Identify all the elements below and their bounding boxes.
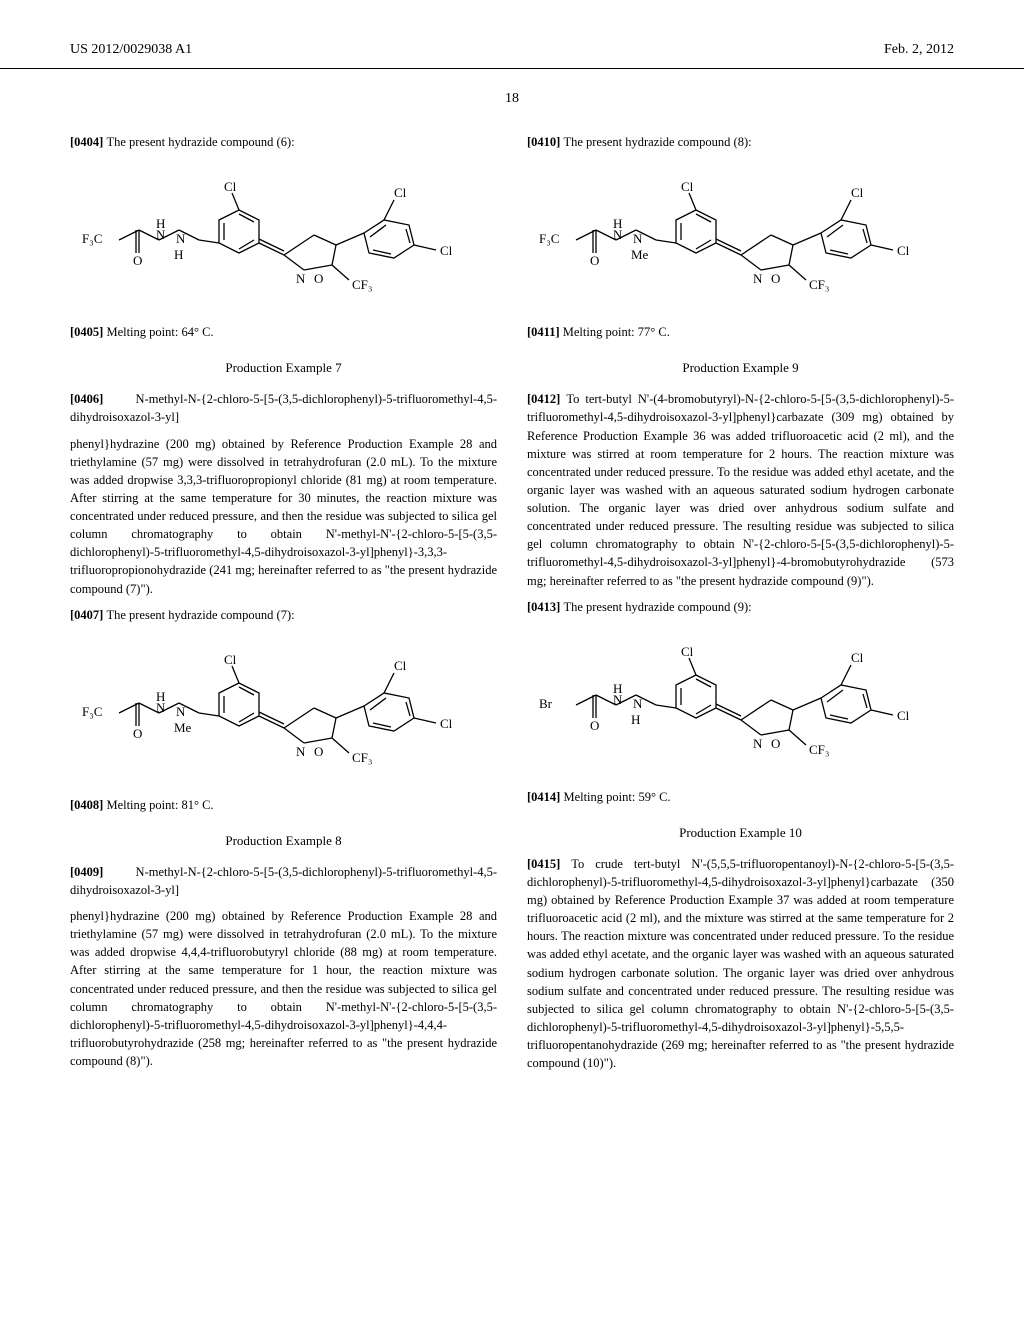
svg-text:Cl: Cl — [897, 708, 910, 723]
svg-text:Cl: Cl — [394, 185, 407, 200]
para-0412: [0412] To tert-butyl N'-(4-bromobutyryl)… — [527, 390, 954, 589]
heading-ex7: Production Example 7 — [70, 359, 497, 378]
svg-text:Cl: Cl — [681, 179, 694, 194]
svg-text:N: N — [296, 271, 306, 286]
para-0404: [0404] The present hydrazide compound (6… — [70, 133, 497, 151]
para-0406b: phenyl}hydrazine (200 mg) obtained by Re… — [70, 435, 497, 598]
svg-text:N: N — [176, 704, 186, 719]
right-column: [0410] The present hydrazide compound (8… — [527, 133, 954, 1080]
svg-text:O: O — [314, 271, 323, 286]
svg-text:H: H — [631, 712, 640, 727]
svg-text:Me: Me — [174, 720, 192, 735]
svg-text:N: N — [753, 271, 763, 286]
svg-text:F₃C: F₃C — [82, 704, 102, 719]
para-0411: [0411] Melting point: 77° C. — [527, 323, 954, 341]
svg-text:N: N — [613, 692, 623, 707]
svg-text:Br: Br — [539, 696, 553, 711]
para-0409: [0409] N-methyl-N-{2-chloro-5-[5-(3,5-di… — [70, 863, 497, 899]
svg-text:O: O — [590, 718, 599, 733]
svg-text:Cl: Cl — [440, 716, 453, 731]
para-0407: [0407] The present hydrazide compound (7… — [70, 606, 497, 624]
svg-text:H: H — [174, 247, 183, 262]
para-0405: [0405] Melting point: 64° C. — [70, 323, 497, 341]
para-0406: [0406] N-methyl-N-{2-chloro-5-[5-(3,5-di… — [70, 390, 497, 426]
svg-text:F₃C: F₃C — [539, 231, 559, 246]
heading-ex10: Production Example 10 — [527, 824, 954, 843]
svg-text:O: O — [771, 271, 780, 286]
svg-text:Cl: Cl — [440, 243, 453, 258]
para-0410: [0410] The present hydrazide compound (8… — [527, 133, 954, 151]
chem-structure-9: Br O H N N H Cl N O CF₃ Cl Cl — [527, 630, 954, 770]
svg-text:N: N — [633, 696, 643, 711]
svg-text:Cl: Cl — [224, 652, 237, 667]
svg-text:Cl: Cl — [681, 644, 694, 659]
svg-text:N: N — [156, 700, 166, 715]
svg-text:Cl: Cl — [851, 650, 864, 665]
svg-text:Cl: Cl — [224, 179, 237, 194]
svg-text:O: O — [133, 726, 142, 741]
chem-structure-6: F₃C O H N N H Cl N O CF₃ Cl Cl — [70, 165, 497, 305]
doc-date: Feb. 2, 2012 — [884, 40, 954, 60]
svg-text:N: N — [753, 736, 763, 751]
svg-text:O: O — [590, 253, 599, 268]
svg-text:N: N — [633, 231, 643, 246]
page-header: US 2012/0029038 A1 Feb. 2, 2012 — [0, 0, 1024, 69]
svg-text:F₃C: F₃C — [82, 231, 102, 246]
svg-text:N: N — [613, 227, 623, 242]
page-number: 18 — [0, 69, 1024, 134]
svg-text:N: N — [156, 227, 166, 242]
svg-text:Cl: Cl — [851, 185, 864, 200]
heading-ex9: Production Example 9 — [527, 359, 954, 378]
content-area: [0404] The present hydrazide compound (6… — [0, 133, 1024, 1080]
svg-text:O: O — [133, 253, 142, 268]
doc-id: US 2012/0029038 A1 — [70, 40, 192, 60]
chem-structure-8: F₃C O H N N Me Cl N O CF₃ Cl Cl — [527, 165, 954, 305]
svg-text:N: N — [176, 231, 186, 246]
chem-structure-7: F₃C O H N N Me Cl N O CF₃ Cl Cl — [70, 638, 497, 778]
svg-text:O: O — [771, 736, 780, 751]
svg-text:Cl: Cl — [897, 243, 910, 258]
para-0414: [0414] Melting point: 59° C. — [527, 788, 954, 806]
para-0415: [0415] To crude tert-butyl N'-(5,5,5-tri… — [527, 855, 954, 1073]
svg-text:O: O — [314, 744, 323, 759]
svg-text:CF₃: CF₃ — [352, 750, 372, 765]
svg-text:CF₃: CF₃ — [352, 277, 372, 292]
heading-ex8: Production Example 8 — [70, 832, 497, 851]
para-0409b: phenyl}hydrazine (200 mg) obtained by Re… — [70, 907, 497, 1070]
svg-text:CF₃: CF₃ — [809, 277, 829, 292]
svg-text:Cl: Cl — [394, 658, 407, 673]
svg-text:CF₃: CF₃ — [809, 742, 829, 757]
left-column: [0404] The present hydrazide compound (6… — [70, 133, 497, 1080]
svg-text:Me: Me — [631, 247, 649, 262]
svg-text:N: N — [296, 744, 306, 759]
para-0413: [0413] The present hydrazide compound (9… — [527, 598, 954, 616]
para-0408: [0408] Melting point: 81° C. — [70, 796, 497, 814]
